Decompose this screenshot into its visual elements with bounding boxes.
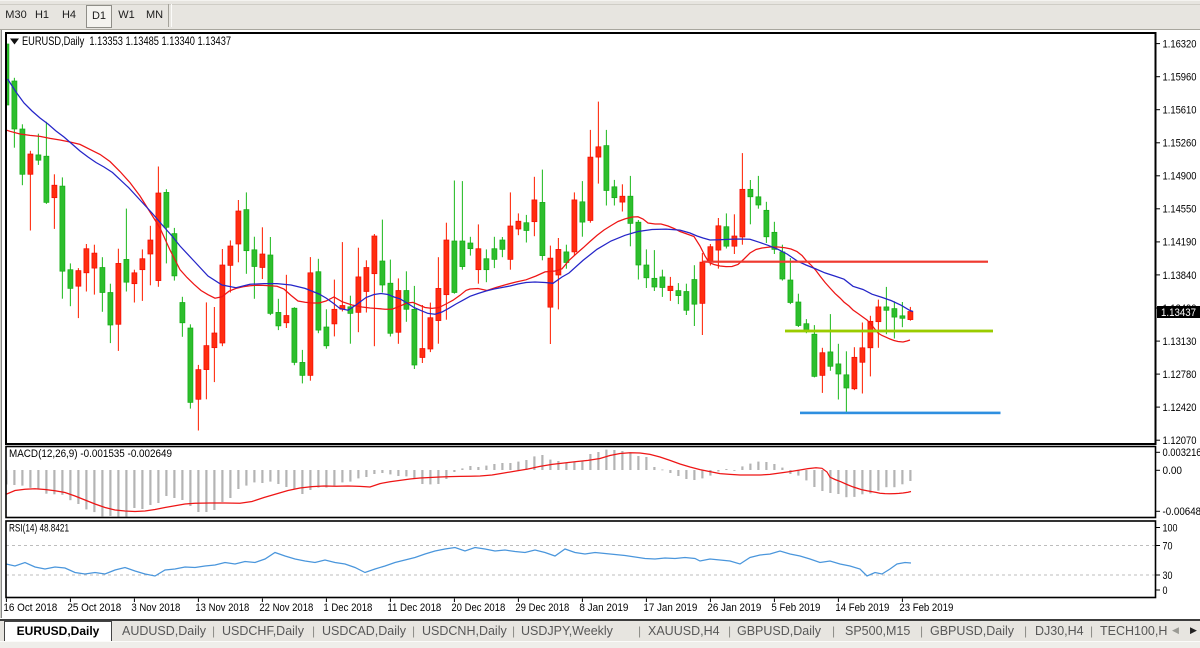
- svg-text:1.14550: 1.14550: [1163, 204, 1197, 216]
- svg-text:1.13437: 1.13437: [1161, 307, 1196, 319]
- svg-text:RSI(14) 48.8421: RSI(14) 48.8421: [9, 523, 69, 535]
- svg-text:30: 30: [1163, 570, 1173, 582]
- svg-text:1.12070: 1.12070: [1163, 435, 1197, 447]
- svg-text:3 Nov 2018: 3 Nov 2018: [131, 602, 180, 614]
- svg-text:1.16320: 1.16320: [1163, 38, 1197, 50]
- svg-text:1.15260: 1.15260: [1163, 138, 1197, 150]
- svg-text:16 Oct 2018: 16 Oct 2018: [3, 602, 57, 614]
- svg-text:0.00: 0.00: [1163, 465, 1183, 477]
- svg-text:29 Dec 2018: 29 Dec 2018: [515, 602, 569, 614]
- svg-text:1.13840: 1.13840: [1163, 270, 1197, 282]
- svg-text:8 Jan 2019: 8 Jan 2019: [579, 602, 628, 614]
- svg-text:-0.006485: -0.006485: [1163, 506, 1200, 518]
- svg-text:0: 0: [1163, 585, 1168, 597]
- svg-text:1.15610: 1.15610: [1163, 105, 1197, 117]
- svg-text:1 Dec 2018: 1 Dec 2018: [323, 602, 372, 614]
- svg-text:0.003216: 0.003216: [1163, 447, 1200, 459]
- svg-text:17 Jan 2019: 17 Jan 2019: [643, 602, 697, 614]
- svg-text:13 Nov 2018: 13 Nov 2018: [195, 602, 249, 614]
- svg-text:1.14900: 1.14900: [1163, 171, 1197, 183]
- svg-text:1.15960: 1.15960: [1163, 72, 1197, 84]
- svg-text:25 Oct 2018: 25 Oct 2018: [67, 602, 121, 614]
- svg-text:26 Jan 2019: 26 Jan 2019: [707, 602, 761, 614]
- svg-text:23 Feb 2019: 23 Feb 2019: [899, 602, 953, 614]
- svg-text:1.14190: 1.14190: [1163, 237, 1197, 249]
- svg-text:1.12420: 1.12420: [1163, 402, 1197, 414]
- svg-text:1.13130: 1.13130: [1163, 336, 1197, 348]
- svg-text:EURUSD,Daily 1.13353 1.13485: EURUSD,Daily 1.13353 1.13485 1.13340 1.1…: [22, 34, 231, 48]
- svg-text:5 Feb 2019: 5 Feb 2019: [771, 602, 820, 614]
- svg-text:70: 70: [1163, 540, 1173, 552]
- svg-text:100: 100: [1163, 522, 1178, 534]
- svg-text:20 Dec 2018: 20 Dec 2018: [451, 602, 505, 614]
- svg-text:MACD(12,26,9) -0.001535 -0.002: MACD(12,26,9) -0.001535 -0.002649: [9, 448, 172, 460]
- svg-text:11 Dec 2018: 11 Dec 2018: [387, 602, 441, 614]
- svg-text:1.12780: 1.12780: [1163, 369, 1197, 381]
- svg-text:22 Nov 2018: 22 Nov 2018: [259, 602, 313, 614]
- svg-text:14 Feb 2019: 14 Feb 2019: [835, 602, 889, 614]
